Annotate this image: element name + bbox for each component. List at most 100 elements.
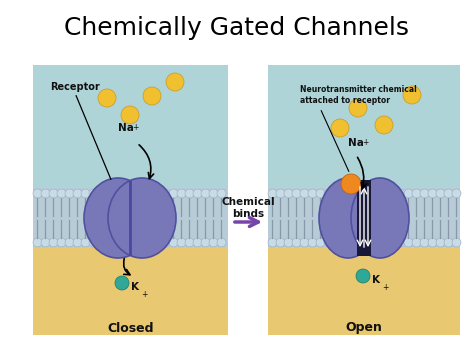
Circle shape — [356, 269, 370, 283]
Circle shape — [444, 238, 453, 247]
Circle shape — [129, 189, 138, 198]
Circle shape — [121, 238, 130, 247]
Circle shape — [81, 238, 90, 247]
Circle shape — [436, 189, 445, 198]
Circle shape — [201, 238, 210, 247]
Circle shape — [300, 238, 309, 247]
Circle shape — [137, 238, 146, 247]
Text: +: + — [362, 138, 368, 147]
Circle shape — [209, 238, 218, 247]
Text: K: K — [131, 282, 139, 292]
Circle shape — [113, 238, 122, 247]
Bar — [33, 65, 228, 188]
Circle shape — [41, 238, 50, 247]
Circle shape — [444, 189, 453, 198]
Circle shape — [428, 238, 437, 247]
Circle shape — [308, 189, 317, 198]
Circle shape — [193, 238, 202, 247]
Circle shape — [349, 99, 367, 117]
Circle shape — [341, 174, 361, 194]
Text: Neurotransmitter chemical
attached to receptor: Neurotransmitter chemical attached to re… — [300, 85, 417, 105]
Text: +: + — [382, 283, 388, 292]
Circle shape — [396, 238, 405, 247]
Bar — [357, 180, 371, 256]
Bar — [268, 188, 460, 248]
Circle shape — [137, 189, 146, 198]
Circle shape — [300, 189, 309, 198]
Text: Open: Open — [346, 322, 383, 334]
Circle shape — [420, 238, 429, 247]
Circle shape — [33, 238, 42, 247]
Circle shape — [143, 87, 161, 105]
Circle shape — [115, 276, 129, 290]
Circle shape — [41, 189, 50, 198]
Circle shape — [105, 189, 114, 198]
Circle shape — [316, 238, 325, 247]
Circle shape — [316, 189, 325, 198]
Circle shape — [97, 189, 106, 198]
Circle shape — [332, 189, 341, 198]
Text: Na: Na — [118, 123, 134, 133]
Circle shape — [372, 189, 381, 198]
Circle shape — [145, 189, 154, 198]
Circle shape — [372, 238, 381, 247]
Text: Chemically Gated Channels: Chemically Gated Channels — [64, 16, 410, 40]
Circle shape — [364, 238, 373, 247]
Circle shape — [98, 89, 116, 107]
Circle shape — [113, 189, 122, 198]
Circle shape — [89, 238, 98, 247]
Circle shape — [161, 189, 170, 198]
Circle shape — [129, 238, 138, 247]
Bar — [268, 248, 460, 335]
Circle shape — [292, 238, 301, 247]
Circle shape — [348, 189, 357, 198]
Ellipse shape — [319, 178, 377, 258]
Circle shape — [49, 238, 58, 247]
Circle shape — [292, 189, 301, 198]
Circle shape — [217, 238, 226, 247]
Text: Receptor: Receptor — [50, 82, 100, 92]
Text: Chemical
binds: Chemical binds — [221, 197, 275, 219]
Circle shape — [388, 238, 397, 247]
Circle shape — [33, 189, 42, 198]
Circle shape — [49, 189, 58, 198]
Circle shape — [364, 189, 373, 198]
Circle shape — [268, 238, 277, 247]
Circle shape — [217, 189, 226, 198]
Circle shape — [177, 238, 186, 247]
Circle shape — [348, 238, 357, 247]
Text: Closed: Closed — [107, 322, 154, 334]
Circle shape — [420, 189, 429, 198]
Circle shape — [177, 189, 186, 198]
Circle shape — [404, 189, 413, 198]
Circle shape — [396, 189, 405, 198]
Circle shape — [340, 189, 349, 198]
Bar — [33, 188, 228, 248]
Circle shape — [436, 238, 445, 247]
Circle shape — [284, 238, 293, 247]
Circle shape — [324, 238, 333, 247]
Circle shape — [388, 189, 397, 198]
Circle shape — [145, 238, 154, 247]
Bar — [268, 65, 460, 188]
Circle shape — [105, 238, 114, 247]
Circle shape — [73, 238, 82, 247]
Circle shape — [161, 238, 170, 247]
Circle shape — [340, 238, 349, 247]
Circle shape — [169, 238, 178, 247]
Circle shape — [331, 119, 349, 137]
Circle shape — [284, 189, 293, 198]
Circle shape — [73, 189, 82, 198]
Text: +: + — [141, 290, 147, 299]
Circle shape — [452, 238, 461, 247]
Circle shape — [121, 189, 130, 198]
Ellipse shape — [108, 178, 176, 258]
Circle shape — [403, 86, 421, 104]
Circle shape — [268, 189, 277, 198]
Circle shape — [375, 116, 393, 134]
Ellipse shape — [351, 178, 409, 258]
Circle shape — [209, 189, 218, 198]
Circle shape — [65, 189, 74, 198]
Circle shape — [89, 189, 98, 198]
Circle shape — [97, 238, 106, 247]
